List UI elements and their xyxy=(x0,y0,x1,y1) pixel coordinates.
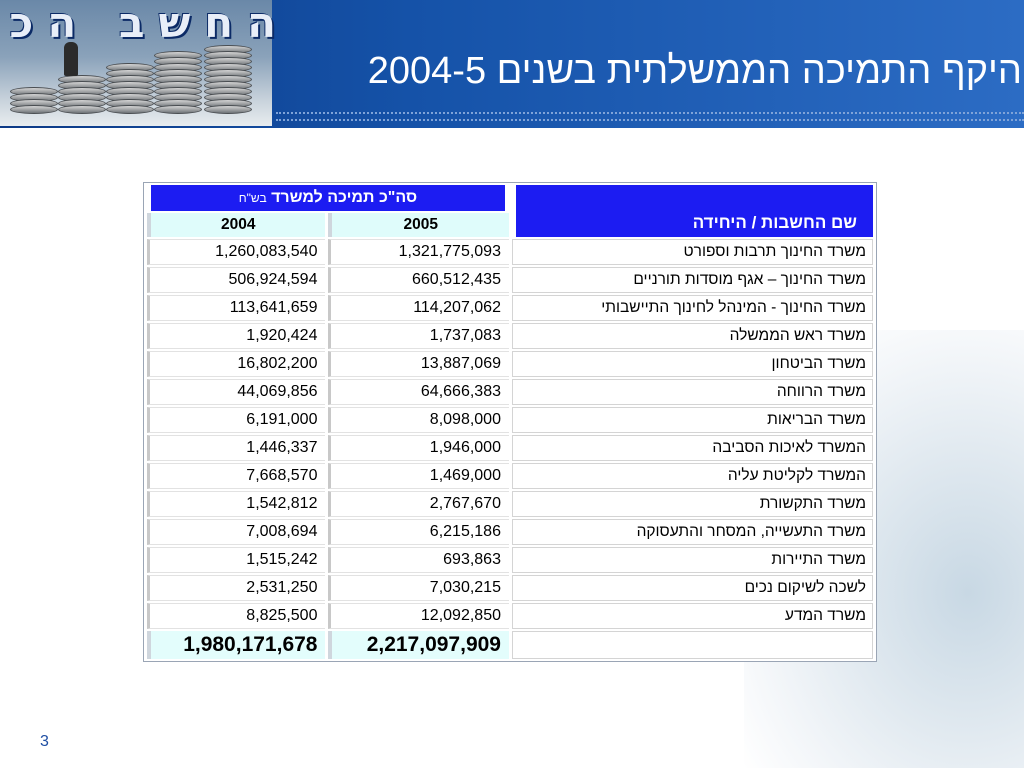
year-header-2004: 2004 xyxy=(147,213,326,237)
table-row: 506,924,594 660,512,435 משרד החינוך – אגף … xyxy=(147,267,873,293)
unit-name: לשכה לשיקום נכים xyxy=(511,575,873,601)
value-2004: 7,668,570 xyxy=(147,463,326,489)
value-2005: 13,887,069 xyxy=(328,351,509,377)
value-2004: 1,515,242 xyxy=(147,547,326,573)
unit-name: משרד החינוך תרבות וספורט xyxy=(511,239,873,265)
value-2005: 693,863 xyxy=(328,547,509,573)
support-table: סה"כ תמיכה למשרד בש"ח שם החשבות / היחידה… xyxy=(143,182,877,662)
table-row: 113,641,659 114,207,062 משרד החינוך - המינ… xyxy=(147,295,873,321)
unit-name: משרד התקשורת xyxy=(511,491,873,517)
value-2005: 1,469,000 xyxy=(328,463,509,489)
value-2005: 114,207,062 xyxy=(328,295,509,321)
table-row: 1,542,812 2,767,670 משרד התקשורת xyxy=(147,491,873,517)
unit-name: המשרד לאיכות הסביבה xyxy=(511,435,873,461)
unit-name: משרד התיירות xyxy=(511,547,873,573)
value-2005: 6,215,186 xyxy=(328,519,509,545)
unit-name: משרד המדע xyxy=(511,603,873,629)
group-header-label: סה"כ תמיכה למשרד xyxy=(271,189,418,206)
divider-dots xyxy=(276,112,1024,114)
value-2004: 1,542,812 xyxy=(147,491,326,517)
person-figure-icon xyxy=(64,42,78,76)
totals-name-cell xyxy=(511,631,873,659)
total-2005: 2,217,097,909 xyxy=(328,631,509,659)
page-number: 3 xyxy=(40,733,49,750)
name-column-header: שם החשבות / היחידה xyxy=(511,185,873,237)
value-2004: 1,446,337 xyxy=(147,435,326,461)
value-2004: 16,802,200 xyxy=(147,351,326,377)
value-2004: 1,260,083,540 xyxy=(147,239,326,265)
table-row: 6,191,000 8,098,000 משרד הבריאות xyxy=(147,407,873,433)
value-2005: 12,092,850 xyxy=(328,603,509,629)
table-row: 1,515,242 693,863 משרד התיירות xyxy=(147,547,873,573)
unit-name: משרד הרווחה xyxy=(511,379,873,405)
value-2005: 1,737,083 xyxy=(328,323,509,349)
table-row: 1,260,083,540 1,321,775,093 משרד החינוך תר… xyxy=(147,239,873,265)
unit-name: משרד החינוך – אגף מוסדות תורניים xyxy=(511,267,873,293)
table-row: 2,531,250 7,030,215 לשכה לשיקום נכים xyxy=(147,575,873,601)
table-row: 16,802,200 13,887,069 משרד הביטחון xyxy=(147,351,873,377)
value-2004: 2,531,250 xyxy=(147,575,326,601)
unit-name: משרד התעשייה, המסחר והתעסוקה xyxy=(511,519,873,545)
table-row: 44,069,856 64,666,383 משרד הרווחה xyxy=(147,379,873,405)
group-header-unit: בש"ח xyxy=(238,191,267,205)
value-2005: 2,767,670 xyxy=(328,491,509,517)
value-2004: 7,008,694 xyxy=(147,519,326,545)
value-2005: 7,030,215 xyxy=(328,575,509,601)
value-2005: 660,512,435 xyxy=(328,267,509,293)
table-row: 1,446,337 1,946,000 המשרד לאיכות הסביבה xyxy=(147,435,873,461)
value-2005: 8,098,000 xyxy=(328,407,509,433)
unit-name: משרד החינוך - המינהל לחינוך התיישבותי xyxy=(511,295,873,321)
header-band: החשב הכללי היקף התמיכה הממשלתית בשנים 20… xyxy=(0,0,1024,128)
table-row: 8,825,500 12,092,850 משרד המדע xyxy=(147,603,873,629)
page-title: היקף התמיכה הממשלתית בשנים 2004-5 xyxy=(367,50,1022,92)
value-2005: 64,666,383 xyxy=(328,379,509,405)
unit-name: משרד ראש הממשלה xyxy=(511,323,873,349)
year-header-2005: 2005 xyxy=(328,213,509,237)
table-row: 7,668,570 1,469,000 המשרד לקליטת עליה xyxy=(147,463,873,489)
total-2004: 1,980,171,678 xyxy=(147,631,326,659)
unit-name: משרד הבריאות xyxy=(511,407,873,433)
group-header: סה"כ תמיכה למשרד בש"ח xyxy=(147,185,509,211)
value-2004: 6,191,000 xyxy=(147,407,326,433)
totals-row: 1,980,171,678 2,217,097,909 xyxy=(147,631,873,659)
value-2005: 1,946,000 xyxy=(328,435,509,461)
value-2004: 8,825,500 xyxy=(147,603,326,629)
divider-dots xyxy=(276,119,1024,121)
value-2004: 506,924,594 xyxy=(147,267,326,293)
table-row: 7,008,694 6,215,186 משרד התעשייה, המסחר וה… xyxy=(147,519,873,545)
value-2004: 1,920,424 xyxy=(147,323,326,349)
unit-name: המשרד לקליטת עליה xyxy=(511,463,873,489)
value-2004: 44,069,856 xyxy=(147,379,326,405)
table-row: 1,920,424 1,737,083 משרד ראש הממשלה xyxy=(147,323,873,349)
value-2005: 1,321,775,093 xyxy=(328,239,509,265)
logo-text: החשב הכללי xyxy=(0,0,290,46)
coins-photo xyxy=(0,0,272,126)
value-2004: 113,641,659 xyxy=(147,295,326,321)
unit-name: משרד הביטחון xyxy=(511,351,873,377)
